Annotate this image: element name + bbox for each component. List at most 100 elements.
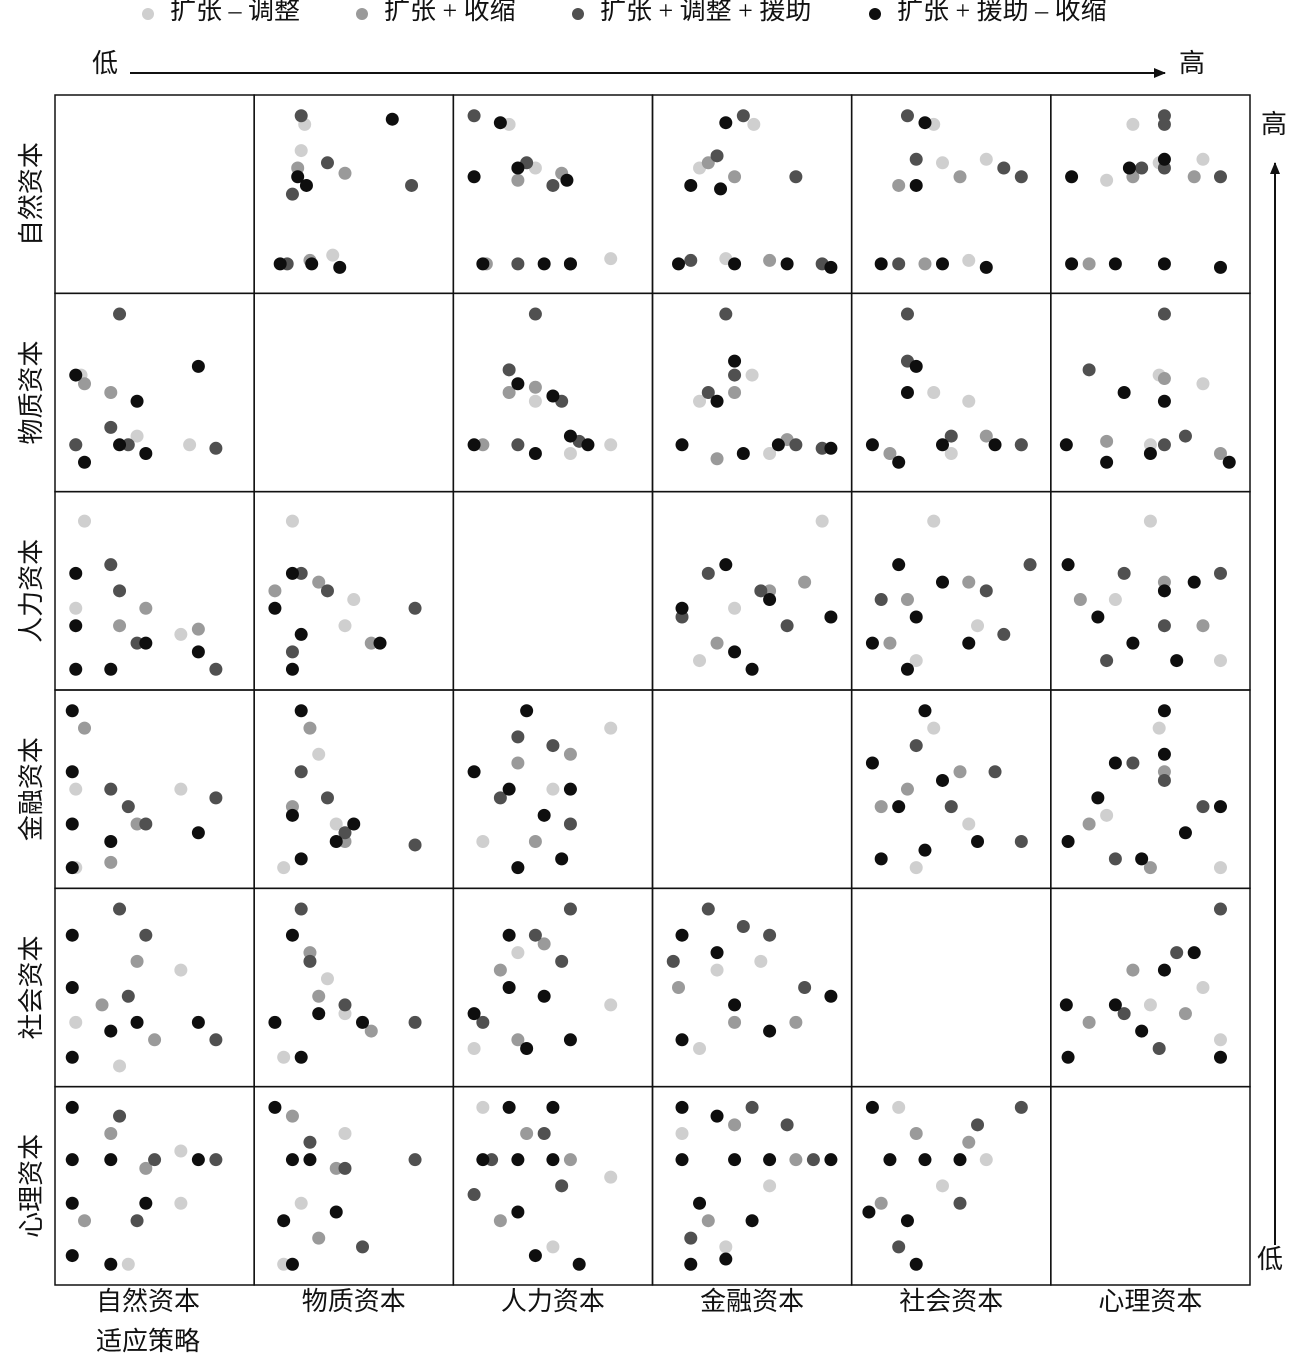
column-label: 心理资本 xyxy=(1098,1287,1202,1316)
point xyxy=(1108,998,1122,1012)
point xyxy=(139,447,153,461)
point xyxy=(798,575,812,589)
point xyxy=(183,438,197,452)
point xyxy=(1157,963,1171,977)
panel-frame xyxy=(253,1085,455,1286)
point xyxy=(747,117,761,131)
legend-label: 扩张 + 调整 + 援助 xyxy=(600,0,811,25)
panel-frame xyxy=(1050,292,1251,493)
point xyxy=(476,1100,490,1114)
point xyxy=(139,636,153,650)
point xyxy=(537,257,551,271)
point xyxy=(728,354,742,368)
point xyxy=(900,307,914,321)
point xyxy=(405,178,419,192)
point xyxy=(273,257,287,271)
point xyxy=(467,765,481,779)
point xyxy=(511,173,525,187)
point xyxy=(78,721,92,735)
point xyxy=(312,1231,326,1245)
point xyxy=(604,252,618,266)
point xyxy=(988,438,1002,452)
point xyxy=(892,178,906,192)
point xyxy=(736,447,750,461)
point xyxy=(701,902,715,916)
point xyxy=(1014,170,1028,184)
point xyxy=(65,1100,79,1114)
point xyxy=(113,584,127,598)
point xyxy=(476,257,490,271)
point xyxy=(1091,610,1105,624)
point xyxy=(979,152,993,166)
point xyxy=(962,636,976,650)
point xyxy=(728,1118,742,1132)
point xyxy=(693,394,707,408)
point xyxy=(312,989,326,1003)
point xyxy=(780,619,794,633)
point xyxy=(511,946,525,960)
point xyxy=(1100,455,1114,469)
panel-frame xyxy=(54,94,255,295)
point xyxy=(1157,372,1171,386)
point xyxy=(675,1127,689,1141)
point xyxy=(104,558,118,572)
point xyxy=(824,260,838,274)
point xyxy=(1213,566,1227,580)
point xyxy=(528,307,542,321)
point xyxy=(701,156,715,170)
point xyxy=(1108,756,1122,770)
point xyxy=(1213,654,1227,668)
point xyxy=(1157,394,1171,408)
point xyxy=(874,1196,888,1210)
point xyxy=(672,981,686,994)
point xyxy=(78,455,92,469)
point xyxy=(563,1153,577,1167)
point xyxy=(356,1015,370,1029)
point xyxy=(789,1015,803,1029)
point xyxy=(312,575,326,589)
point xyxy=(1196,619,1210,633)
point xyxy=(174,782,188,796)
point xyxy=(1157,773,1171,787)
point xyxy=(78,1214,92,1228)
point xyxy=(305,257,319,271)
point xyxy=(502,363,516,377)
point xyxy=(710,452,724,466)
point xyxy=(1213,800,1227,814)
point xyxy=(745,662,759,676)
point xyxy=(865,636,879,650)
point xyxy=(693,1196,707,1210)
point xyxy=(65,704,79,718)
point xyxy=(209,791,223,805)
point xyxy=(701,386,715,399)
point xyxy=(763,1153,777,1167)
point xyxy=(277,861,291,875)
point xyxy=(65,1153,79,1167)
panel-frame xyxy=(54,887,255,1088)
panel-frame xyxy=(1050,689,1251,890)
point xyxy=(546,1153,560,1167)
point xyxy=(139,601,153,615)
point xyxy=(909,152,923,166)
point xyxy=(385,112,399,126)
point xyxy=(65,765,79,779)
point xyxy=(191,826,205,840)
point xyxy=(320,791,334,805)
point xyxy=(78,377,92,391)
point xyxy=(789,1153,803,1167)
point xyxy=(347,817,361,831)
point xyxy=(467,109,481,123)
point xyxy=(710,394,724,408)
point xyxy=(1196,152,1210,166)
point xyxy=(666,954,680,968)
point xyxy=(78,514,92,528)
point xyxy=(333,260,347,274)
point xyxy=(824,1153,838,1167)
point xyxy=(962,394,976,408)
x-arrow-high: 高 xyxy=(1179,49,1205,78)
point xyxy=(139,817,153,831)
point xyxy=(1135,1024,1149,1038)
point xyxy=(728,257,742,271)
point xyxy=(69,566,83,580)
point xyxy=(693,1042,707,1056)
